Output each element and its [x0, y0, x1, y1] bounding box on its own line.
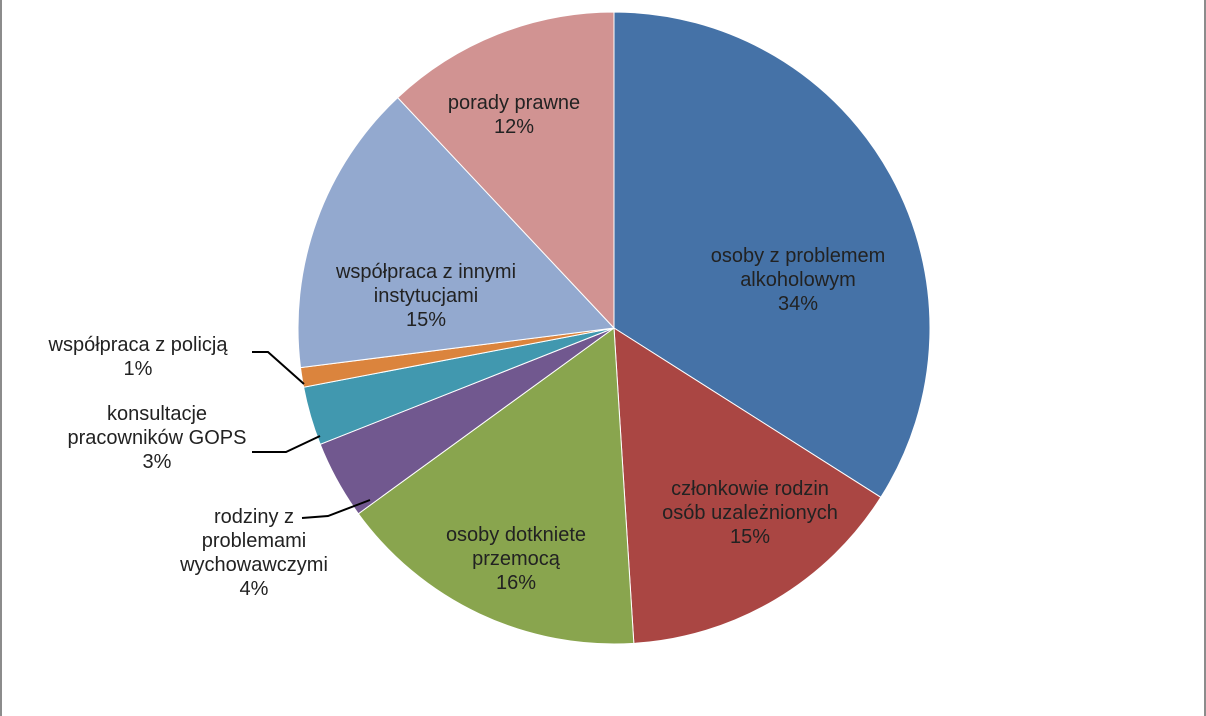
data-label-line: porady prawne [448, 92, 580, 114]
data-label-5: współpraca z policją 1% [48, 334, 229, 380]
pie-slice-2 [357, 327, 635, 645]
data-label-line: alkoholowym [740, 269, 856, 291]
data-label-line: współpraca z innymi [335, 261, 516, 283]
data-label-0: osoby z problemem alkoholowym 34% [711, 245, 886, 315]
data-label-line: członkowie rodzin [671, 478, 829, 500]
data-label-line: 15% [406, 309, 446, 331]
data-label-line: 16% [496, 572, 536, 594]
data-label-7: porady prawne 12% [448, 92, 580, 138]
data-label-line: pracowników GOPS [68, 427, 247, 449]
data-label-line: osoby z problemem [711, 245, 886, 267]
data-label-line: konsultacje [107, 403, 207, 425]
data-label-line: 1% [124, 358, 153, 380]
data-label-line: 34% [778, 293, 818, 315]
data-label-line: 3% [143, 451, 172, 473]
pie-slice-0 [613, 11, 931, 499]
pie-slice-6 [297, 96, 616, 369]
data-label-line: współpraca z policją [48, 334, 229, 356]
data-label-2: osoby dotkniete przemocą 16% [446, 524, 586, 594]
data-label-3: rodziny z problemami wychowawczymi 4% [179, 506, 328, 600]
data-label-line: 15% [730, 526, 770, 548]
data-label-4: konsultacje pracowników GOPS 3% [68, 403, 247, 473]
data-label-6: współpraca z innymi instytucjami 15% [335, 261, 516, 331]
data-label-line: 4% [240, 578, 269, 600]
data-label-line: 12% [494, 116, 534, 138]
leader-line-4 [252, 435, 321, 453]
leader-line-5 [252, 351, 305, 385]
data-label-line: problemami [202, 530, 306, 552]
data-label-line: osoby dotkniete [446, 524, 586, 546]
pie-slice-1 [613, 327, 882, 644]
data-label-line: instytucjami [374, 285, 478, 307]
pie-slice-7 [396, 11, 615, 330]
data-label-line: wychowawczymi [179, 554, 328, 576]
leader-line-3 [301, 499, 371, 519]
data-label-line: osób uzależnionych [662, 502, 838, 524]
data-label-line: rodziny z [214, 506, 294, 528]
data-label-line: przemocą [472, 548, 561, 570]
data-label-1: członkowie rodzin osób uzależnionych 15% [662, 478, 838, 548]
